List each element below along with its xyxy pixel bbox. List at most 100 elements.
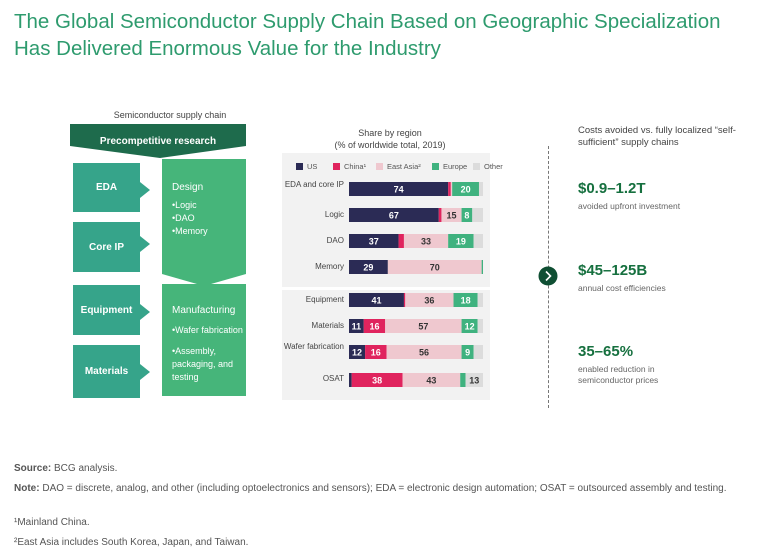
bar-segment-other: [477, 293, 483, 307]
bar-segment-east-asia: [387, 260, 482, 274]
footnote-2: ²East Asia includes South Korea, Japan, …: [14, 537, 249, 548]
data-label: 38: [372, 376, 382, 386]
source-note: Source: BCG analysis.: [14, 462, 754, 475]
bar-segment-other: [477, 319, 483, 333]
data-label: 67: [389, 211, 399, 221]
design-item-memory: Memory: [172, 225, 248, 238]
legend-label: Europe: [443, 162, 468, 171]
bar-segment-east-asia: [403, 234, 449, 248]
bar-segment-east-asia: [402, 373, 461, 387]
bar-segment-us: [349, 345, 366, 359]
bar-segment-us: [349, 293, 404, 307]
bar-segment-europe: [448, 234, 474, 248]
category-label: Memory: [315, 262, 344, 271]
data-label: 33: [421, 237, 431, 247]
bar-segment-us: [349, 260, 388, 274]
category-label: EDA and core IP: [284, 180, 344, 189]
manufacturing-item-assembly: Assembly, packaging, and testing: [172, 345, 246, 384]
bar-segment-other: [465, 373, 483, 387]
eda-box: EDA: [73, 163, 140, 212]
source-label: Source:: [14, 463, 52, 474]
cost-value-investment: $0.9–1.2T: [578, 180, 646, 197]
data-label: 56: [419, 348, 429, 358]
manufacturing-group: Manufacturing Wafer fabrication Assembly…: [172, 305, 246, 384]
chart-title-text: Share by region: [358, 128, 422, 138]
data-label: 29: [363, 263, 373, 273]
category-label: Materials: [311, 321, 344, 330]
data-label: 43: [426, 376, 436, 386]
data-label: 13: [469, 376, 479, 386]
data-label: 70: [430, 263, 440, 273]
legend-other: Other: [473, 162, 503, 171]
manufacturing-label: Manufacturing: [172, 305, 236, 316]
bar-segment-europe: [460, 373, 466, 387]
materials-box: Materials: [73, 345, 140, 398]
chevron-right-icon: [538, 266, 558, 286]
legend-china: China¹: [333, 162, 366, 171]
data-label: 8: [464, 211, 469, 221]
bar-segment-china: [403, 293, 406, 307]
data-label: 41: [371, 296, 381, 306]
bar-segment-other: [478, 182, 483, 196]
design-label: Design: [172, 182, 204, 193]
data-label: 15: [447, 211, 457, 221]
legend-swatch: [432, 163, 439, 170]
bar-segment-east-asia: [405, 293, 454, 307]
core-ip-box: Core IP: [73, 222, 140, 272]
chart-divider: [282, 287, 490, 290]
source-text: BCG analysis.: [54, 463, 118, 474]
legend-label: US: [307, 162, 318, 171]
supply-chain-heading: Semiconductor supply chain: [113, 110, 227, 120]
design-item-logic: Logic: [172, 199, 248, 212]
note-text: DAO = discrete, analog, and other (inclu…: [42, 483, 727, 494]
legend-label: China¹: [344, 162, 367, 171]
data-label: 12: [352, 348, 362, 358]
data-label: 16: [371, 348, 381, 358]
bar-segment-us: [349, 373, 352, 387]
cost-caption-efficiencies: annual cost efficiencies: [578, 283, 666, 293]
data-label: 11: [352, 322, 362, 332]
bar-segment-europe: [461, 208, 473, 222]
legend-swatch: [296, 163, 303, 170]
chart-subtitle: (% of worldwide total, 2019): [334, 140, 446, 150]
legend-europe: Europe: [432, 162, 467, 171]
legend-label: Other: [484, 162, 503, 171]
note-label: Note:: [14, 483, 40, 494]
data-label: 12: [465, 322, 475, 332]
stacked-bars: 74 20 67 15 8 37 33 19 29 70 41 36 18 11 16 57 12 12 16 56 9…: [349, 182, 483, 387]
abbreviation-note: Note: DAO = discrete, analog, and other …: [14, 482, 754, 495]
arrow-materials: [140, 364, 150, 380]
bar-segment-us: [349, 234, 399, 248]
cost-caption-investment: avoided upfront investment: [578, 201, 681, 211]
bar-segment-europe: [481, 260, 483, 274]
chart-title: Share by region (% of worldwide total, 2…: [330, 127, 450, 151]
arrow-equipment: [140, 304, 150, 320]
precompetitive-research-label: Precompetitive research: [99, 135, 217, 147]
bar-segment-china: [363, 319, 386, 333]
category-label: DAO: [326, 236, 344, 245]
arrow-eda: [140, 182, 150, 198]
data-label: 37: [369, 237, 379, 247]
category-label: Equipment: [305, 295, 344, 304]
equipment-box: Equipment: [73, 285, 140, 335]
design-group: Design Logic DAO Memory: [172, 182, 248, 238]
bar-segment-china: [398, 234, 404, 248]
bar-segment-china: [351, 373, 403, 387]
page-title: The Global Semiconductor Supply Chain Ba…: [14, 10, 721, 60]
data-label: 19: [456, 237, 466, 247]
bar-segment-other: [472, 208, 483, 222]
legend-east-asia: East Asia²: [376, 162, 421, 171]
bar-segment-east-asia: [386, 345, 462, 359]
bar-segment-other: [473, 234, 483, 248]
bar-segment-europe: [461, 345, 474, 359]
legend-label: East Asia²: [387, 162, 421, 171]
category-label: OSAT: [322, 374, 344, 383]
bar-segment-china: [438, 208, 442, 222]
data-label: 18: [461, 296, 471, 306]
legend-swatch: [473, 163, 480, 170]
design-item-dao: DAO: [172, 212, 248, 225]
bar-segment-europe: [452, 182, 479, 196]
bar-segment-other: [473, 345, 483, 359]
footnote-1: ¹Mainland China.: [14, 517, 90, 528]
data-label: 20: [461, 185, 471, 195]
